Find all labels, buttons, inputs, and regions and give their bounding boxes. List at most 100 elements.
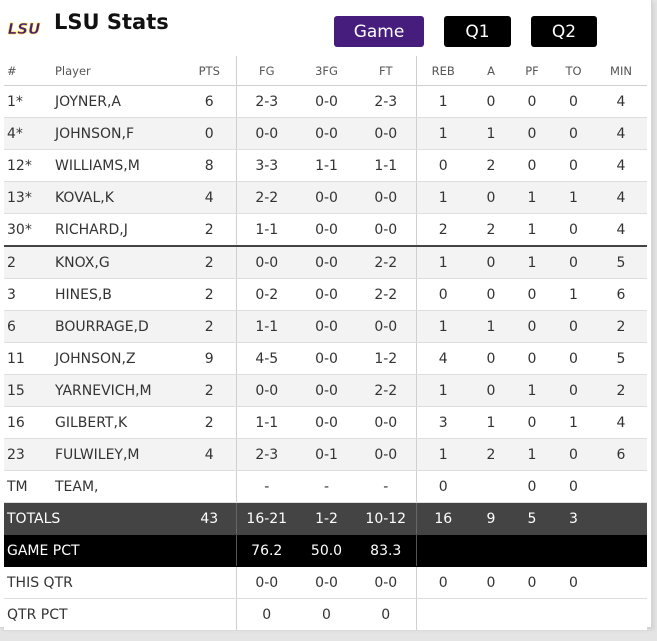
logo-text: LSU [8, 20, 41, 38]
totals-3fg: 1-2 [297, 502, 356, 535]
cell-to: 0 [552, 149, 595, 182]
cell-a: 2 [470, 438, 512, 471]
cell-reb: 1 [415, 181, 470, 214]
cell-to: 1 [552, 406, 595, 439]
cell-pts: 2 [183, 278, 236, 311]
cell-pf: 1 [512, 438, 552, 471]
cell-reb: 1 [415, 310, 470, 343]
game-pct-fg: 76.2 [235, 534, 297, 567]
cell-player: KNOX,G [48, 246, 183, 279]
q2-button[interactable]: Q2 [531, 16, 597, 47]
cell-reb: 0 [415, 278, 470, 311]
cell-a: 1 [470, 406, 512, 439]
cell-number: 11 [4, 342, 48, 375]
this-qtr-to: 0 [552, 566, 595, 599]
cell-a [470, 470, 512, 503]
q1-button[interactable]: Q1 [444, 16, 511, 47]
cell-ft: 2-2 [356, 374, 416, 407]
cell-min: 4 [595, 149, 647, 182]
cell-to: 0 [552, 213, 595, 247]
player-row: 13* KOVAL,K 4 2-2 0-0 0-0 1 0 1 1 4 [4, 181, 647, 214]
cell-number: 16 [4, 406, 48, 439]
player-row: 23 FULWILEY,M 4 2-3 0-1 0-0 1 2 1 0 6 [4, 438, 647, 471]
game-pct-empty [415, 534, 647, 567]
cell-pts [183, 470, 236, 503]
this-qtr-row: THIS QTR 0-0 0-0 0-0 0 0 0 0 [4, 566, 647, 599]
box-score-card: LSU LSU Stats Game Q1 Q2 # Player PTS FG… [0, 0, 652, 630]
cell-number: 15 [4, 374, 48, 407]
player-row: 12* WILLIAMS,M 8 3-3 1-1 1-1 0 2 0 0 4 [4, 149, 647, 182]
col-header-number: # [4, 56, 48, 86]
cell-a: 0 [470, 181, 512, 214]
qtr-pct-empty [415, 598, 647, 630]
game-pct-ft: 83.3 [356, 534, 416, 567]
cell-number: 6 [4, 310, 48, 343]
cell-reb: 0 [415, 149, 470, 182]
cell-player: FULWILEY,M [48, 438, 183, 471]
cell-a: 0 [470, 342, 512, 375]
cell-3fg: 0-0 [297, 213, 356, 247]
cell-3fg: 0-0 [297, 278, 356, 311]
cell-number: 2 [4, 246, 48, 279]
cell-ft: 0-0 [356, 438, 416, 471]
cell-3fg: 0-0 [297, 406, 356, 439]
player-row: 1* JOYNER,A 6 2-3 0-0 2-3 1 0 0 0 4 [4, 85, 647, 118]
cell-min: 5 [595, 246, 647, 279]
cell-3fg: 0-0 [297, 117, 356, 150]
cell-min: 4 [595, 85, 647, 118]
cell-reb: 1 [415, 438, 470, 471]
col-header-min: MIN [595, 56, 647, 86]
cell-number: 4* [4, 117, 48, 150]
qtr-pct-ft: 0 [356, 598, 416, 630]
player-row: TM TEAM, - - -0 0 0 [4, 470, 647, 503]
stats-table: # Player PTS FG 3FG FT REB A PF TO MIN 1… [4, 56, 647, 630]
cell-player: KOVAL,K [48, 181, 183, 214]
cell-reb: 4 [415, 342, 470, 375]
qtr-pct-3fg: 0 [297, 598, 356, 630]
cell-a: 0 [470, 85, 512, 118]
qtr-pct-row: QTR PCT 0 0 0 [4, 598, 647, 630]
cell-ft: 0-0 [356, 213, 416, 247]
cell-number: 13* [4, 181, 48, 214]
cell-ft: 1-1 [356, 149, 416, 182]
totals-pf: 5 [512, 502, 552, 535]
cell-to: 0 [552, 117, 595, 150]
cell-pf: 0 [512, 85, 552, 118]
col-header-fg: FG [235, 56, 297, 86]
player-row: 6 BOURRAGE,D 2 1-1 0-0 0-0 1 1 0 0 2 [4, 310, 647, 343]
cell-pts: 2 [183, 213, 236, 247]
cell-ft: 2-2 [356, 246, 416, 279]
player-row: 16 GILBERT,K 2 1-1 0-0 0-0 3 1 0 1 4 [4, 406, 647, 439]
cell-to: 0 [552, 438, 595, 471]
cell-a: 0 [470, 278, 512, 311]
cell-fg: - [235, 470, 297, 503]
cell-to: 0 [552, 85, 595, 118]
col-header-player: Player [48, 56, 183, 86]
cell-3fg: 0-0 [297, 246, 356, 279]
game-button[interactable]: Game [334, 16, 424, 47]
cell-pf: 1 [512, 213, 552, 247]
cell-number: 12* [4, 149, 48, 182]
player-row: 3 HINES,B 2 0-2 0-0 2-2 0 0 0 1 6 [4, 278, 647, 311]
cell-min: 6 [595, 278, 647, 311]
col-header-to: TO [552, 56, 595, 86]
cell-to: 1 [552, 181, 595, 214]
qtr-pct-fg: 0 [235, 598, 297, 630]
cell-min: 4 [595, 117, 647, 150]
cell-a: 0 [470, 374, 512, 407]
cell-fg: 1-1 [235, 406, 297, 439]
header-row: # Player PTS FG 3FG FT REB A PF TO MIN [4, 56, 647, 86]
cell-reb: 1 [415, 374, 470, 407]
totals-fg: 16-21 [235, 502, 297, 535]
cell-pts: 6 [183, 85, 236, 118]
cell-player: JOYNER,A [48, 85, 183, 118]
lsu-logo: LSU [4, 8, 44, 48]
game-pct-3fg: 50.0 [297, 534, 356, 567]
cell-number: 3 [4, 278, 48, 311]
cell-3fg: 0-0 [297, 85, 356, 118]
totals-pts: 43 [183, 502, 236, 535]
cell-fg: 0-0 [235, 374, 297, 407]
totals-label: TOTALS [4, 502, 183, 535]
cell-a: 2 [470, 149, 512, 182]
totals-reb: 16 [415, 502, 470, 535]
